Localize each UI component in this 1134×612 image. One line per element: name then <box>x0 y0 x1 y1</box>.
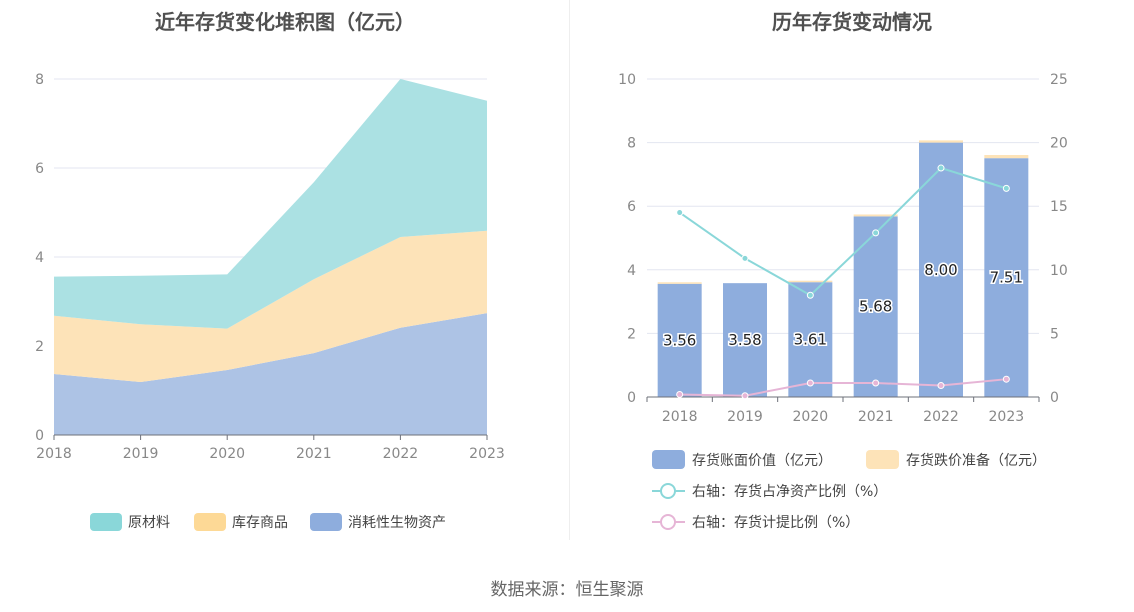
left-x-tick-label: 2019 <box>123 446 159 462</box>
bar-1 <box>984 155 1029 159</box>
right-x-tick-label: 2018 <box>662 409 698 425</box>
line-point-1 <box>1002 375 1010 383</box>
legend-label: 原材料 <box>128 515 170 531</box>
right-chart-title: 历年存货变动情况 <box>772 10 932 34</box>
right-y-tick-label: 2 <box>627 326 636 342</box>
right-y2-tick-label: 15 <box>1050 199 1068 215</box>
bar-1 <box>788 280 833 283</box>
left-x-tick-label: 2021 <box>296 446 332 462</box>
left-y-tick-label: 0 <box>35 428 44 444</box>
legend-label: 库存商品 <box>232 515 288 531</box>
right-y2-tick-label: 0 <box>1050 390 1059 406</box>
left-x-tick-label: 2020 <box>209 446 245 462</box>
legend-label: 右轴：存货占净资产比例（%） <box>692 483 887 500</box>
bar-value-label: 8.00 <box>924 261 957 279</box>
legend-line-marker <box>660 514 676 530</box>
bar-0 <box>723 283 767 397</box>
bar-value-label: 3.61 <box>794 331 827 349</box>
left-y-tick-label: 8 <box>35 72 44 88</box>
area-0 <box>54 313 487 435</box>
bar-value-label: 7.51 <box>990 269 1023 287</box>
bar-value-label: 5.68 <box>859 298 892 316</box>
legend-swatch <box>652 450 685 469</box>
bar-value-label: 3.58 <box>728 331 761 349</box>
right-x-tick-label: 2023 <box>989 409 1025 425</box>
right-y-tick-label: 10 <box>618 72 636 88</box>
line-point-0 <box>1002 184 1010 192</box>
legend-line-marker <box>660 483 676 499</box>
left-y-tick-label: 2 <box>35 339 44 355</box>
line-series-0 <box>679 166 1007 297</box>
left-x-tick-label: 2022 <box>383 446 419 462</box>
bar-0 <box>657 283 702 397</box>
bar-0 <box>788 282 833 397</box>
line-series-1 <box>679 378 1007 397</box>
line-point-1 <box>741 392 749 400</box>
data-source-note: 数据来源：恒生聚源 <box>490 580 644 600</box>
line-point-1 <box>872 379 880 387</box>
area-1 <box>54 230 487 383</box>
right-y2-tick-label: 5 <box>1050 326 1059 342</box>
bar-0 <box>984 158 1029 397</box>
right-y-tick-label: 8 <box>627 136 636 152</box>
legend-swatch <box>310 513 342 531</box>
legend-label: 右轴：存货计提比例（%） <box>692 514 859 531</box>
right-y2-tick-label: 25 <box>1050 72 1068 88</box>
legend-swatch <box>866 450 899 469</box>
line-point-0 <box>806 291 814 299</box>
right-x-tick-label: 2019 <box>727 409 763 425</box>
bar-value-label: 3.56 <box>663 331 696 349</box>
bar-1 <box>853 214 898 217</box>
right-x-tick-label: 2021 <box>858 409 894 425</box>
left-x-tick-label: 2023 <box>469 446 505 462</box>
line-point-0 <box>937 164 945 172</box>
left-chart-title: 近年存货变化堆积图（亿元） <box>155 10 415 34</box>
bar-1 <box>919 140 963 143</box>
line-point-0 <box>676 209 684 217</box>
legend-swatch <box>194 513 226 531</box>
right-x-tick-label: 2022 <box>923 409 959 425</box>
right-y-tick-label: 4 <box>627 263 636 279</box>
legend-label: 存货账面价值（亿元） <box>692 452 832 469</box>
panel-divider <box>569 0 570 540</box>
line-point-1 <box>937 382 945 390</box>
legend-swatch <box>90 513 122 531</box>
left-x-tick-label: 2018 <box>36 446 72 462</box>
right-x-tick-label: 2020 <box>793 409 829 425</box>
line-point-1 <box>806 379 814 387</box>
line-point-0 <box>872 229 880 237</box>
bar-1 <box>657 282 702 284</box>
right-y-tick-label: 6 <box>627 199 636 215</box>
right-y2-tick-label: 10 <box>1050 263 1068 279</box>
right-y-tick-label: 0 <box>627 390 636 406</box>
area-2 <box>54 79 487 329</box>
legend-label: 消耗性生物资产 <box>348 515 446 531</box>
legend-label: 存货跌价准备（亿元） <box>906 452 1046 469</box>
bar-0 <box>919 142 963 397</box>
right-y2-tick-label: 20 <box>1050 136 1068 152</box>
line-point-1 <box>676 390 684 398</box>
left-y-tick-label: 4 <box>35 250 44 266</box>
line-point-0 <box>741 254 749 262</box>
left-y-tick-label: 6 <box>35 161 44 177</box>
